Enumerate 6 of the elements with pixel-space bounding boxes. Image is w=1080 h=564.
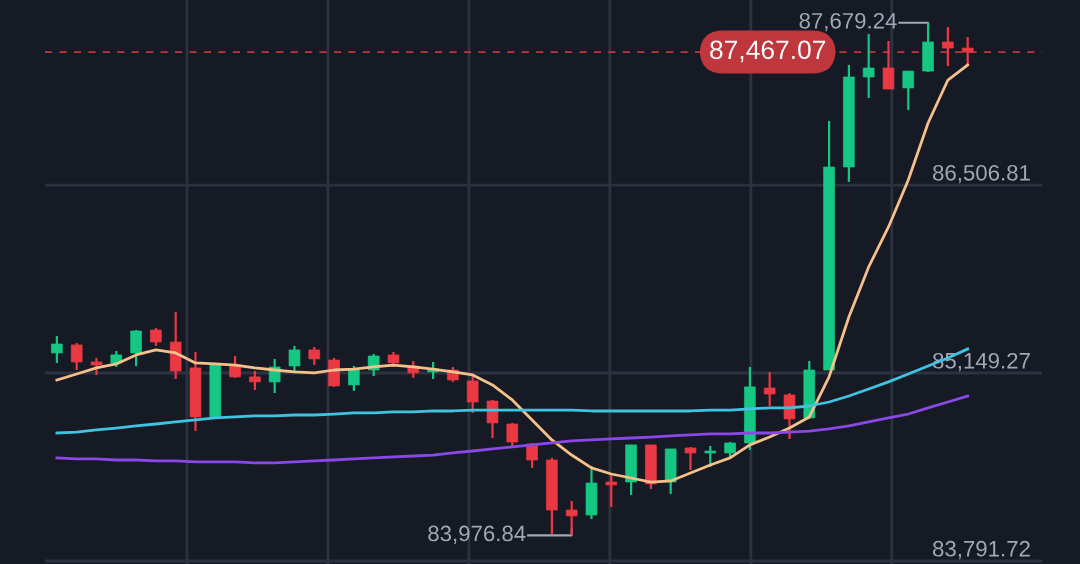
y-tick-label: 83,791.72: [933, 540, 1030, 560]
y-tick-label: 86,506.81: [933, 164, 1030, 184]
y-tick-label: 85,149.27: [933, 352, 1030, 372]
ref-line-label: 87,467.07: [710, 40, 826, 63]
annotation: 83,976.84: [428, 525, 526, 544]
annotation: 87,679.24: [799, 12, 897, 32]
